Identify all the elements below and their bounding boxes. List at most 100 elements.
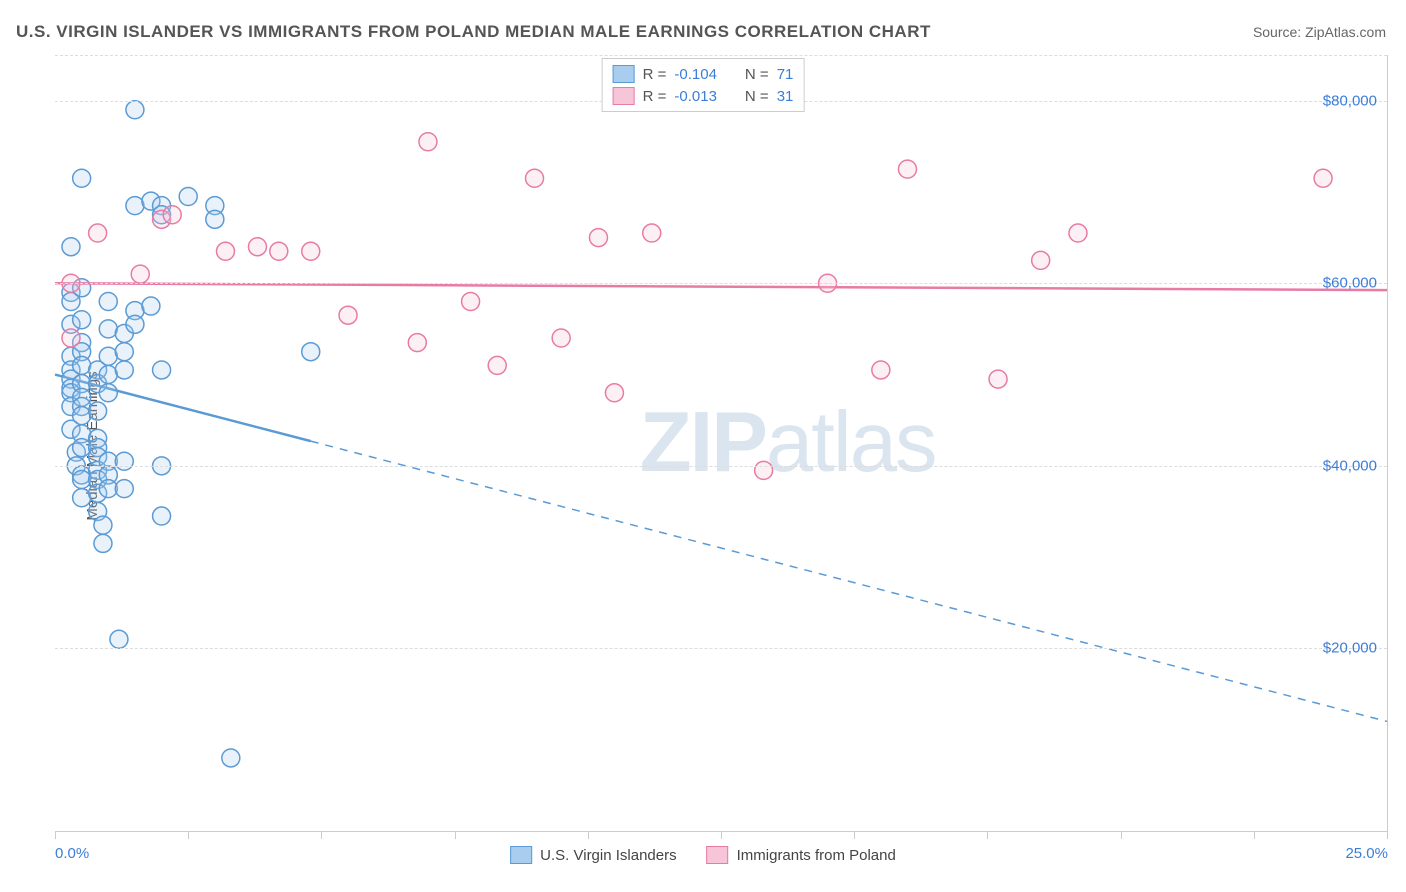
- data-point: [126, 315, 144, 333]
- stat-label-n: N =: [745, 66, 769, 83]
- data-point: [552, 329, 570, 347]
- y-tick-label: $80,000: [1323, 92, 1377, 109]
- data-point: [73, 311, 91, 329]
- series-legend: U.S. Virgin Islanders Immigrants from Pol…: [510, 846, 896, 864]
- data-point: [872, 361, 890, 379]
- data-point: [643, 224, 661, 242]
- data-point: [126, 197, 144, 215]
- legend-swatch: [613, 87, 635, 105]
- data-point: [131, 265, 149, 283]
- x-tick: [455, 831, 456, 839]
- data-point: [115, 452, 133, 470]
- data-point: [526, 169, 544, 187]
- x-tick: [321, 831, 322, 839]
- legend-swatch: [510, 846, 532, 864]
- data-point: [73, 356, 91, 374]
- y-tick-label: $20,000: [1323, 640, 1377, 657]
- data-point: [408, 334, 426, 352]
- data-point: [115, 343, 133, 361]
- data-point: [89, 402, 107, 420]
- data-point: [94, 534, 112, 552]
- data-point: [419, 133, 437, 151]
- data-point: [206, 210, 224, 228]
- data-point: [179, 188, 197, 206]
- x-tick: [721, 831, 722, 839]
- y-tick-label: $40,000: [1323, 457, 1377, 474]
- data-point: [62, 238, 80, 256]
- x-axis-max-label: 25.0%: [1345, 845, 1388, 862]
- stat-label-r: R =: [643, 88, 667, 105]
- y-tick-label: $60,000: [1323, 275, 1377, 292]
- x-tick: [987, 831, 988, 839]
- data-point: [488, 356, 506, 374]
- data-point: [248, 238, 266, 256]
- gridline: [55, 648, 1387, 649]
- stat-label-r: R =: [643, 66, 667, 83]
- x-tick: [55, 831, 56, 839]
- data-point: [163, 206, 181, 224]
- data-point: [589, 229, 607, 247]
- data-point: [99, 347, 117, 365]
- x-tick: [854, 831, 855, 839]
- data-point: [94, 516, 112, 534]
- x-tick: [1254, 831, 1255, 839]
- data-point: [462, 292, 480, 310]
- data-point: [110, 630, 128, 648]
- legend-item: Immigrants from Poland: [707, 846, 896, 864]
- gridline: [55, 283, 1387, 284]
- trend-line-dashed: [311, 441, 1387, 721]
- data-point: [62, 329, 80, 347]
- data-point: [126, 101, 144, 119]
- data-point: [270, 242, 288, 260]
- legend-swatch: [613, 65, 635, 83]
- data-point: [302, 343, 320, 361]
- plot-area: ZIPatlas $20,000$40,000$60,000$80,000: [55, 55, 1388, 832]
- data-point: [222, 749, 240, 767]
- data-point: [989, 370, 1007, 388]
- data-point: [755, 461, 773, 479]
- chart-title: U.S. VIRGIN ISLANDER VS IMMIGRANTS FROM …: [16, 22, 931, 42]
- x-tick: [188, 831, 189, 839]
- source-attribution: Source: ZipAtlas.com: [1253, 24, 1386, 40]
- legend-label: U.S. Virgin Islanders: [540, 847, 676, 864]
- stats-row: R = -0.013 N = 31: [613, 85, 794, 107]
- gridline: [55, 55, 1387, 56]
- stat-value-n: 31: [777, 88, 794, 105]
- data-point: [99, 384, 117, 402]
- correlation-stats-box: R = -0.104 N = 71 R = -0.013 N = 31: [602, 58, 805, 112]
- data-point: [898, 160, 916, 178]
- data-point: [216, 242, 234, 260]
- data-point: [302, 242, 320, 260]
- data-point: [73, 489, 91, 507]
- stat-label-n: N =: [745, 88, 769, 105]
- stat-value-r: -0.104: [674, 66, 717, 83]
- data-point: [89, 224, 107, 242]
- x-tick: [1121, 831, 1122, 839]
- data-point: [1069, 224, 1087, 242]
- data-point: [153, 361, 171, 379]
- stat-value-r: -0.013: [674, 88, 717, 105]
- chart-container: U.S. VIRGIN ISLANDER VS IMMIGRANTS FROM …: [0, 0, 1406, 892]
- data-point: [99, 366, 117, 384]
- data-point: [99, 292, 117, 310]
- data-point: [1314, 169, 1332, 187]
- legend-swatch: [707, 846, 729, 864]
- trend-line-solid: [55, 283, 1387, 290]
- data-point: [142, 297, 160, 315]
- data-point: [153, 507, 171, 525]
- x-axis-min-label: 0.0%: [55, 845, 89, 862]
- data-point: [339, 306, 357, 324]
- legend-item: U.S. Virgin Islanders: [510, 846, 676, 864]
- data-point: [73, 169, 91, 187]
- data-point: [115, 361, 133, 379]
- x-tick: [588, 831, 589, 839]
- legend-label: Immigrants from Poland: [737, 847, 896, 864]
- data-point: [605, 384, 623, 402]
- gridline: [55, 466, 1387, 467]
- x-tick: [1387, 831, 1388, 839]
- stats-row: R = -0.104 N = 71: [613, 63, 794, 85]
- stat-value-n: 71: [777, 66, 794, 83]
- data-point: [73, 407, 91, 425]
- plot-svg: [55, 55, 1387, 831]
- data-point: [1032, 251, 1050, 269]
